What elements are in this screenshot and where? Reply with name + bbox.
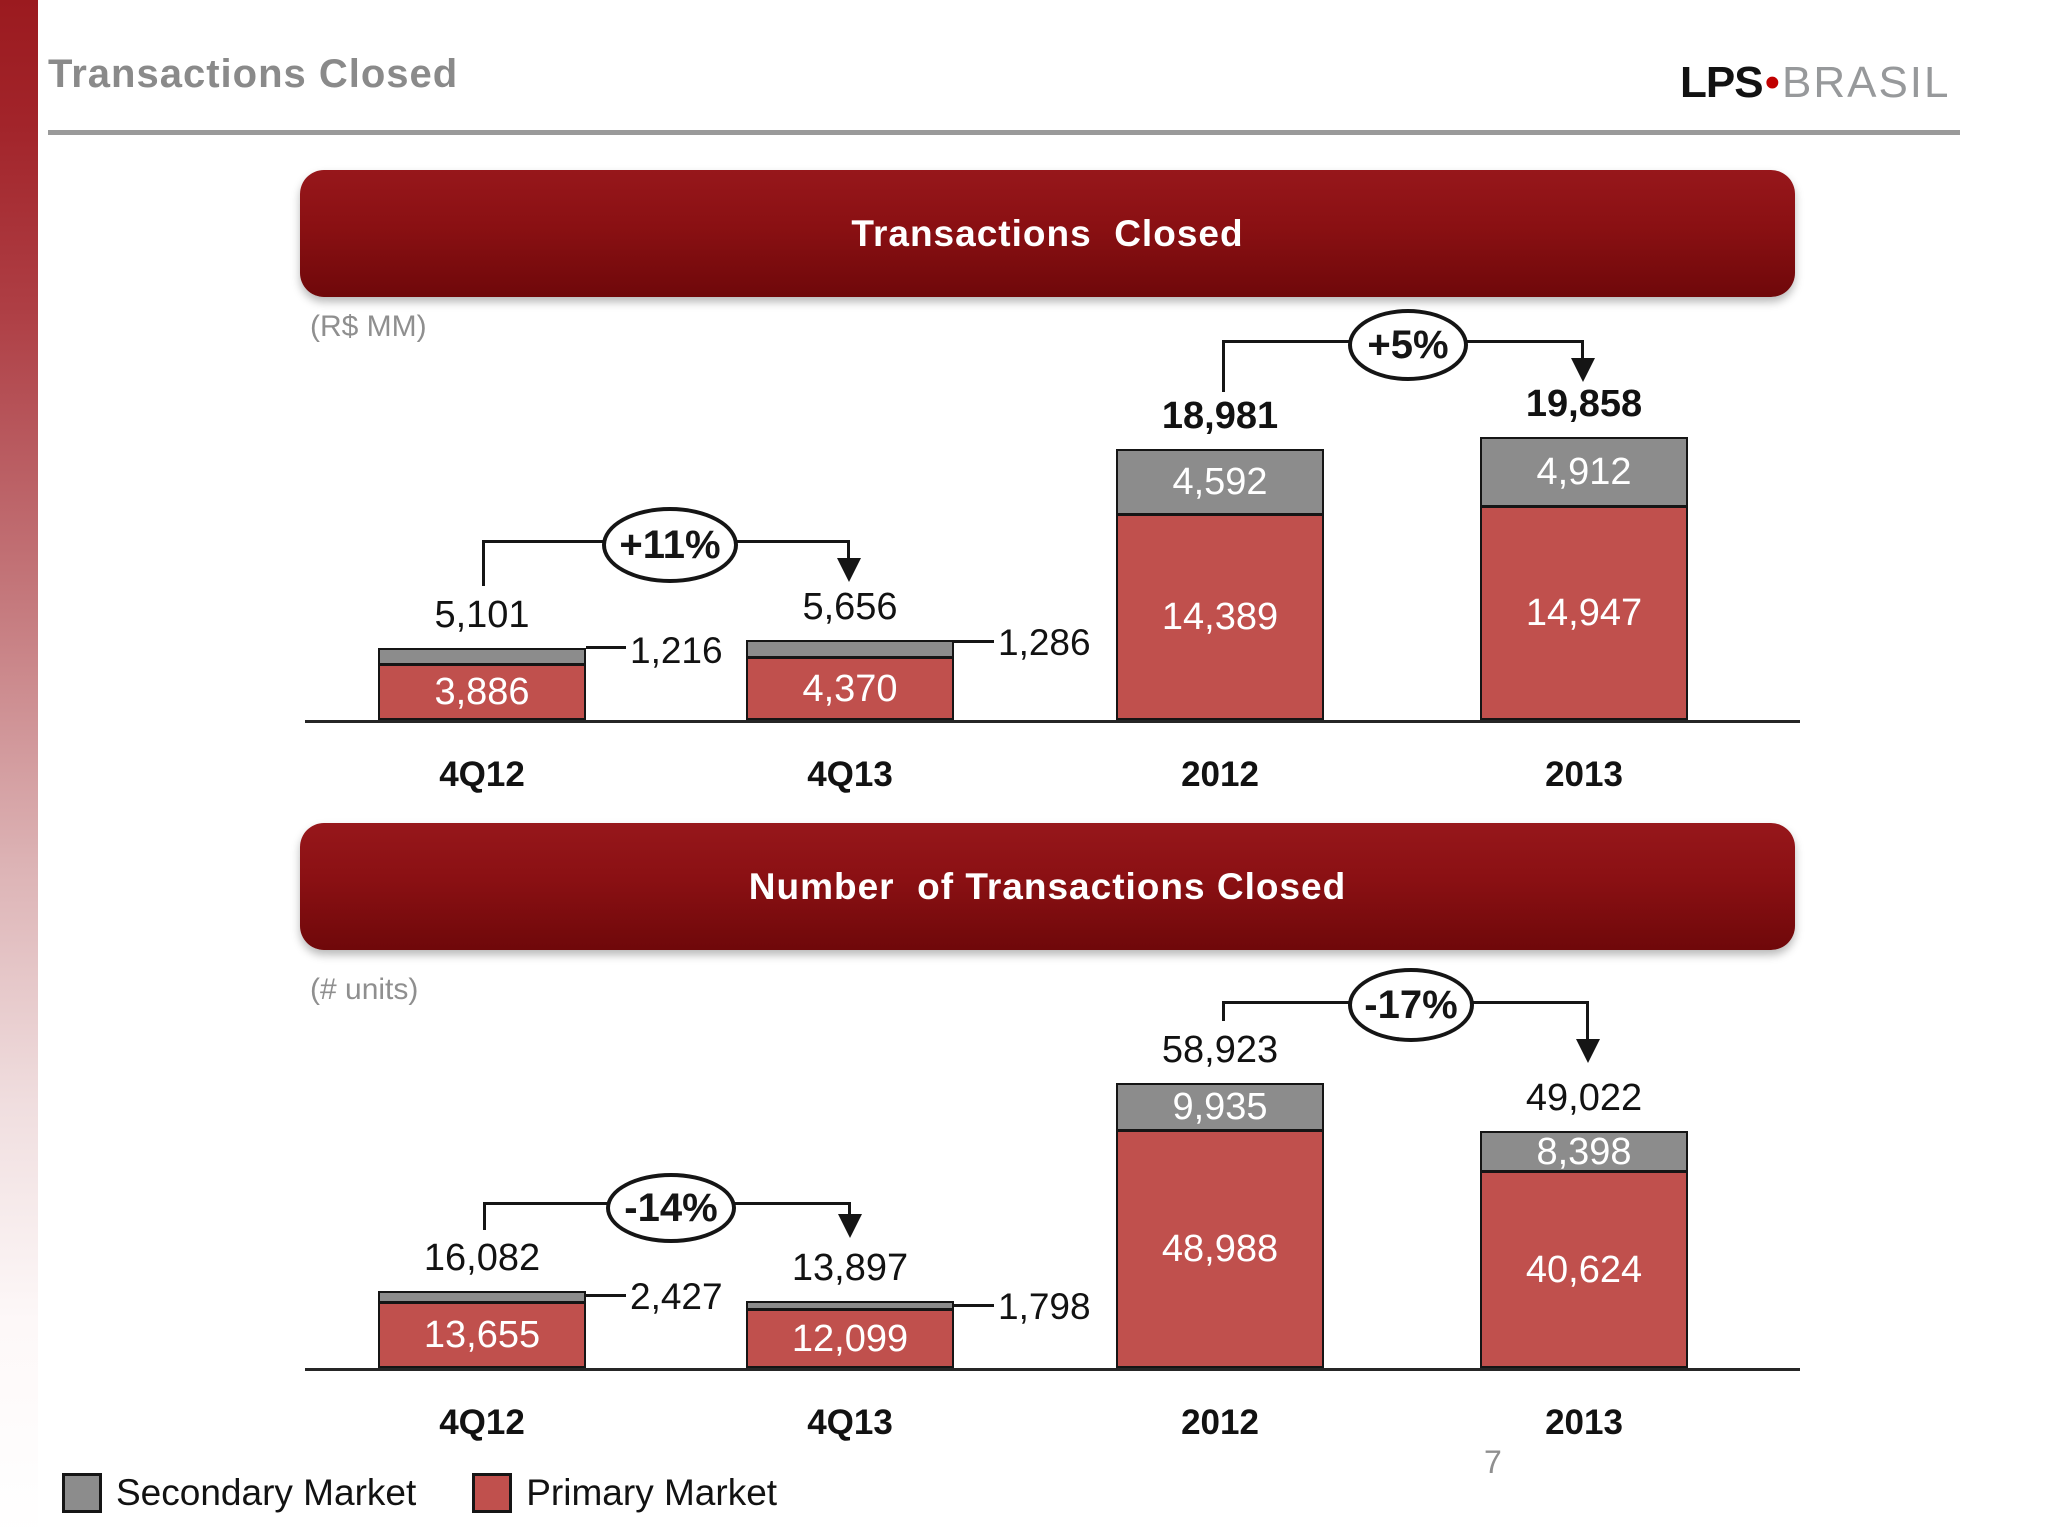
chart1-y-change-badge: +5%: [1348, 309, 1468, 381]
chart1-category-2012: 2012: [1181, 755, 1259, 794]
chart1-4q13-primary-value: 4,370: [802, 667, 898, 710]
chart1-4q13-primary-segment: 4,370: [746, 657, 954, 720]
chart1-4q12-secondary-leader-line: [586, 646, 626, 649]
legend-label-primary: Primary Market: [526, 1472, 778, 1513]
logo: LPS•BRASIL: [1680, 58, 1951, 108]
chart2-category-2013: 2013: [1545, 1403, 1623, 1442]
chart2-4q13-primary-segment: 12,099: [746, 1309, 954, 1368]
chart2-2012-primary-value: 48,988: [1161, 1228, 1279, 1270]
chart2-y-bracket-left: [1222, 1001, 1225, 1021]
chart2-category-4q13: 4Q13: [807, 1403, 893, 1442]
chart2-2013-primary-segment: 40,624: [1480, 1171, 1688, 1368]
chart1-category-2013: 2013: [1545, 755, 1623, 794]
chart1-total-2013: 19,858: [1525, 383, 1643, 425]
chart2-q-change-badge: -14%: [606, 1173, 736, 1243]
chart2-plot: 13,655 12,099 9,935 48,988 8,398 40,624: [305, 1029, 1800, 1442]
chart1-4q12-primary-value: 3,886: [434, 671, 530, 713]
logo-brasil-text: BRASIL: [1781, 58, 1951, 107]
secondary-market-swatch-icon: [62, 1473, 102, 1513]
chart2-total-4q13: 13,897: [791, 1247, 909, 1289]
chart1-4q12-secondary-side-value: 1,216: [630, 630, 723, 671]
chart2-category-4q12: 4Q12: [439, 1403, 525, 1442]
logo-lps-text: LPS: [1680, 58, 1764, 107]
chart2-4q12-secondary-leader-line: [586, 1294, 626, 1297]
chart1-4q12-secondary-segment: [378, 648, 586, 665]
chart2-4q12-primary-value: 13,655: [423, 1314, 541, 1356]
chart1-2012-secondary-value: 4,592: [1172, 461, 1268, 503]
chart1-category-4q13: 4Q13: [807, 755, 893, 794]
chart2-unit-label: (# units): [310, 973, 419, 1006]
chart1-2013-primary-segment: 14,947: [1480, 506, 1688, 720]
chart1-plot: 3,886 4,370 4,592 14,389 4,912 14,947: [305, 383, 1800, 794]
legend-item-secondary: Secondary Market: [62, 1472, 416, 1514]
chart2-total-2013: 49,022: [1525, 1077, 1643, 1119]
chart2-q-bracket-right: [848, 1202, 851, 1216]
chart1-bar-4q12: 3,886: [378, 648, 586, 720]
chart1-unit-label: (R$ MM): [310, 310, 427, 343]
chart2-bar-4q12: 13,655: [378, 1291, 586, 1368]
chart1-4q13-secondary-leader-line: [954, 640, 994, 643]
chart1-q-bracket-right: [847, 540, 850, 560]
chart2-title: Number of Transactions Closed: [748, 865, 1347, 907]
chart1-bar-2012: 4,592 14,389: [1116, 449, 1324, 720]
chart1-bar-4q13: 4,370: [746, 640, 954, 720]
chart1-title-banner: Transactions Closed: [300, 170, 1795, 297]
chart1-2012-primary-value: 14,389: [1161, 596, 1279, 638]
primary-market-swatch-icon: [472, 1473, 513, 1513]
chart1-2012-secondary-segment: 4,592: [1116, 449, 1324, 515]
chart2-2012-secondary-segment: 9,935: [1116, 1083, 1324, 1131]
chart2-4q12-secondary-side-value: 2,427: [630, 1276, 723, 1317]
chart2-y-arrow-icon: [1576, 1039, 1600, 1063]
chart2-category-2012: 2012: [1181, 1403, 1259, 1442]
chart2-total-2012: 58,923: [1161, 1029, 1279, 1071]
chart1-bar-2013: 4,912 14,947: [1480, 437, 1688, 720]
chart1-2013-secondary-segment: 4,912: [1480, 437, 1688, 507]
chart2-q-bracket-left: [483, 1202, 486, 1230]
chart1-4q13-secondary-segment: [746, 640, 954, 658]
chart2-4q13-secondary-leader-line: [954, 1304, 994, 1307]
chart2-bar-4q13: 12,099: [746, 1301, 954, 1368]
chart1-2013-primary-value: 14,947: [1525, 592, 1643, 634]
chart2-4q13-secondary-side-value: 1,798: [998, 1286, 1091, 1327]
chart1-q-bracket-left: [482, 540, 485, 586]
legend: Secondary Market Primary Market: [62, 1472, 777, 1514]
chart2-title-banner: Number of Transactions Closed: [300, 823, 1795, 950]
chart1-total-2012: 18,981: [1161, 395, 1279, 437]
chart2-q-arrow-icon: [838, 1214, 862, 1238]
legend-label-secondary: Secondary Market: [116, 1472, 417, 1513]
chart2-2013-primary-value: 40,624: [1525, 1248, 1643, 1291]
chart2-4q12-primary-segment: 13,655: [378, 1302, 586, 1368]
chart2-2013-secondary-segment: 8,398: [1480, 1131, 1688, 1172]
chart2-bar-2012: 9,935 48,988: [1116, 1083, 1324, 1368]
chart1-y-arrow-icon: [1571, 358, 1595, 382]
chart2-2012-secondary-value: 9,935: [1172, 1086, 1268, 1128]
page-number: 7: [1484, 1444, 1502, 1480]
chart1-2012-primary-segment: 14,389: [1116, 514, 1324, 720]
chart1-2013-secondary-value: 4,912: [1536, 451, 1632, 493]
title-underline: [48, 130, 1960, 135]
chart2-total-4q12: 16,082: [423, 1237, 541, 1279]
chart1-total-4q13: 5,656: [802, 586, 898, 628]
logo-dot-icon: •: [1764, 58, 1780, 107]
chart2-bar-2013: 8,398 40,624: [1480, 1131, 1688, 1368]
chart1-total-4q12: 5,101: [434, 594, 530, 636]
legend-item-primary: Primary Market: [472, 1472, 777, 1514]
chart2-y-change-badge: -17%: [1348, 968, 1474, 1042]
chart1-q-arrow-icon: [837, 558, 861, 582]
chart2-2012-primary-segment: 48,988: [1116, 1130, 1324, 1368]
chart1-q-change-badge: +11%: [602, 507, 738, 583]
chart1-4q13-secondary-side-value: 1,286: [998, 622, 1091, 663]
chart1-y-bracket-right: [1581, 340, 1584, 360]
chart1-4q12-primary-segment: 3,886: [378, 664, 586, 720]
chart2-y-bracket-right: [1586, 1001, 1589, 1041]
chart1-title: Transactions Closed: [851, 212, 1244, 254]
chart2-2013-secondary-value: 8,398: [1536, 1130, 1632, 1173]
page-title: Transactions Closed: [48, 52, 459, 96]
chart1-y-bracket-left: [1222, 340, 1225, 392]
side-gradient-strip: [0, 0, 38, 1536]
chart2-4q13-primary-value: 12,099: [791, 1317, 909, 1360]
chart1-category-4q12: 4Q12: [439, 755, 525, 794]
